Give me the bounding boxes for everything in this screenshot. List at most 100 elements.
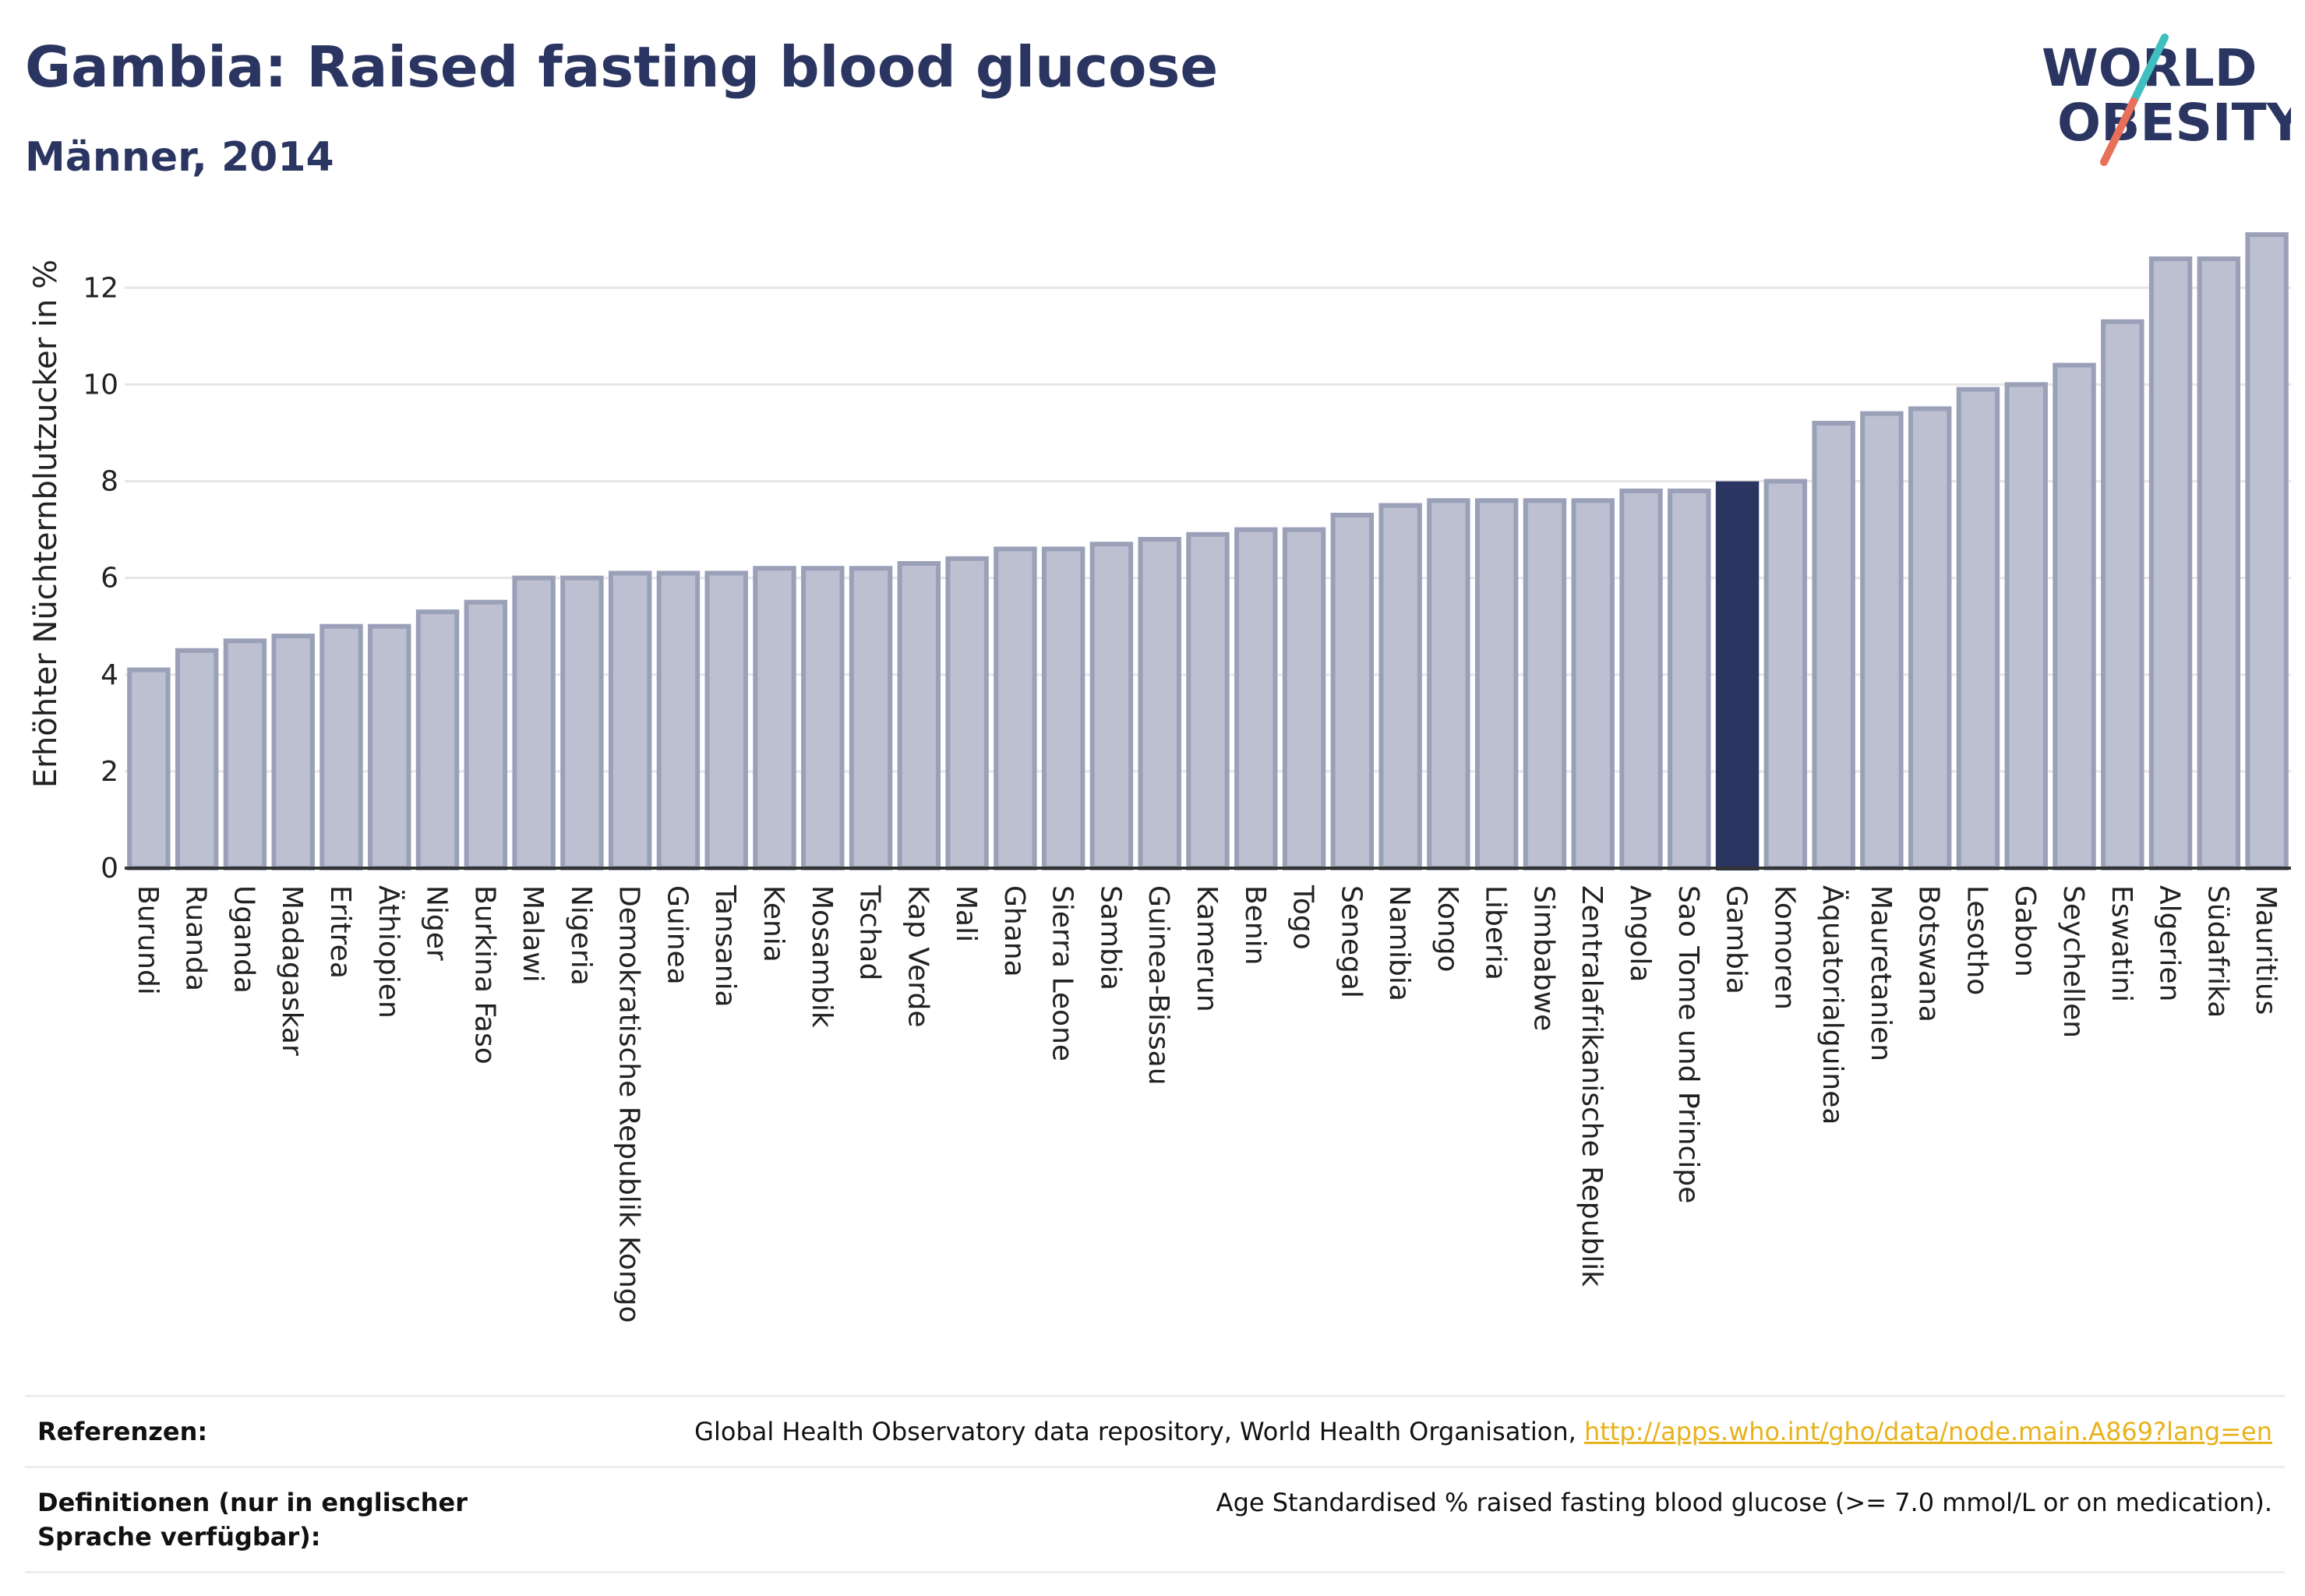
bar xyxy=(1378,503,1422,870)
bar xyxy=(945,556,989,871)
x-tick-label: Äquatorialguinea xyxy=(1816,885,1849,1125)
bar xyxy=(560,575,604,870)
x-tick-label: Kap Verde xyxy=(902,885,934,1027)
bar xyxy=(512,575,556,870)
bar xyxy=(464,599,508,870)
world-obesity-logo: WORLD OBESITY xyxy=(2042,34,2291,166)
x-tick-label: Eritrea xyxy=(324,885,356,979)
bar xyxy=(319,623,363,870)
bar xyxy=(608,570,652,870)
bar xyxy=(223,638,267,871)
x-tick-label: Guinea-Bissau xyxy=(1142,885,1174,1086)
x-tick-label: Ghana xyxy=(998,885,1030,977)
x-tick-label: Gambia xyxy=(1721,885,1753,994)
definitions-value: Age Standardised % raised fasting blood … xyxy=(1216,1488,2272,1517)
y-tick-label: 8 xyxy=(101,466,118,498)
bar xyxy=(801,566,845,870)
x-tick-label: Kenia xyxy=(757,885,789,962)
x-tick-label: Mauretanien xyxy=(1865,885,1897,1061)
bar xyxy=(271,634,315,871)
bar xyxy=(1956,387,2000,870)
bar xyxy=(2245,232,2289,870)
x-tick-label: Niger xyxy=(421,885,453,961)
y-tick-label: 4 xyxy=(101,659,118,691)
x-tick-label: Mauritius xyxy=(2250,885,2282,1015)
bar xyxy=(1041,546,1085,870)
bar xyxy=(1763,478,1808,870)
page-subtitle: Männer, 2014 xyxy=(25,134,334,181)
x-tick-label: Gabon xyxy=(2009,885,2041,977)
y-axis-label: Erhöhter Nüchternblutzucker in % xyxy=(28,260,64,788)
x-tick-label: Madagaskar xyxy=(276,885,308,1056)
x-tick-label: Simbabwe xyxy=(1527,885,1559,1031)
x-tick-label: Lesotho xyxy=(1961,885,1993,995)
bar xyxy=(1474,498,1519,871)
x-tick-label: Tschad xyxy=(854,885,886,980)
x-tick-label: Benin xyxy=(1239,885,1271,965)
bar xyxy=(2101,319,2144,870)
references-row: Referenzen: Global Health Observatory da… xyxy=(25,1395,2285,1466)
y-tick-label: 2 xyxy=(101,756,118,788)
bar xyxy=(1860,411,1904,870)
bar xyxy=(1138,537,1181,870)
y-tick-label: 6 xyxy=(101,563,118,595)
x-tick-label: Algerien xyxy=(2154,885,2186,1001)
references-link[interactable]: http://apps.who.int/gho/data/node.main.A… xyxy=(1583,1417,2272,1446)
bar xyxy=(1619,488,1663,870)
bar xyxy=(2148,256,2193,870)
bar xyxy=(1908,406,1952,870)
bar xyxy=(2197,256,2241,870)
y-tick-label: 12 xyxy=(83,272,118,304)
references-table: Referenzen: Global Health Observatory da… xyxy=(25,1395,2285,1573)
x-tick-label: Zentralafrikanische Republik xyxy=(1576,885,1608,1287)
x-tick-label: Sambia xyxy=(1094,885,1126,990)
bar xyxy=(368,623,411,870)
x-tick-label: Südafrika xyxy=(2201,885,2233,1018)
bar xyxy=(704,570,748,870)
x-tick-label: Uganda xyxy=(228,885,259,994)
logo-slash-teal xyxy=(2130,34,2169,105)
bar xyxy=(1427,498,1470,871)
references-label: Referenzen: xyxy=(37,1417,208,1446)
bar xyxy=(1282,527,1326,871)
x-tick-label: Mali xyxy=(950,885,982,942)
x-tick-label: Burkina Faso xyxy=(468,885,500,1065)
x-tick-label: Seychellen xyxy=(2057,885,2089,1038)
bar-highlighted xyxy=(1715,481,1760,870)
x-tick-label: Demokratische Republik Kongo xyxy=(613,885,645,1323)
bar xyxy=(1812,421,1855,870)
bar xyxy=(1330,512,1375,870)
x-tick-label: Burundi xyxy=(132,885,164,995)
bar xyxy=(1571,498,1615,871)
bar xyxy=(994,546,1037,870)
x-tick-label: Eswatini xyxy=(2106,885,2137,1002)
x-tick-label: Nigeria xyxy=(565,885,597,986)
x-tick-label: Liberia xyxy=(1480,885,1512,980)
x-tick-label: Malawi xyxy=(517,885,549,983)
bar xyxy=(127,667,171,871)
bar-chart: 0 2 4 6 8 10 12 Burundi Ruanda Uganda Madagaskar Er… xyxy=(28,232,2291,1323)
bar xyxy=(2004,382,2048,871)
x-tick-label: Senegal xyxy=(1335,885,1367,998)
x-tick-label: Botswana xyxy=(1913,885,1945,1022)
bar xyxy=(1668,488,1711,870)
x-tick-label: Togo xyxy=(1287,885,1319,950)
logo-text-obesity: OBESITY xyxy=(2057,93,2291,153)
x-tick-label: Äthiopien xyxy=(372,885,405,1019)
y-tick-label: 10 xyxy=(83,369,118,401)
x-tick-label: Kamerun xyxy=(1191,885,1223,1012)
bar xyxy=(1523,498,1567,871)
definitions-label: Definitionen (nur in englischer Sprache … xyxy=(37,1488,468,1552)
x-tick-label: Komoren xyxy=(1768,885,1800,1010)
bar xyxy=(415,609,460,871)
x-tick-label: Guinea xyxy=(661,885,693,985)
x-tick-label: Angola xyxy=(1624,885,1656,982)
x-tick-label: Namibia xyxy=(1383,885,1415,1001)
definitions-row: Definitionen (nur in englischer Sprache … xyxy=(25,1466,2285,1573)
bar xyxy=(1234,527,1278,871)
x-tick-label: Ruanda xyxy=(180,885,212,991)
x-tick-label: Sierra Leone xyxy=(1047,885,1078,1061)
page-title: Gambia: Raised fasting blood glucose xyxy=(25,34,1219,100)
x-tick-label: Sao Tome und Principe xyxy=(1672,885,1704,1203)
x-tick-label: Kongo xyxy=(1431,885,1463,973)
